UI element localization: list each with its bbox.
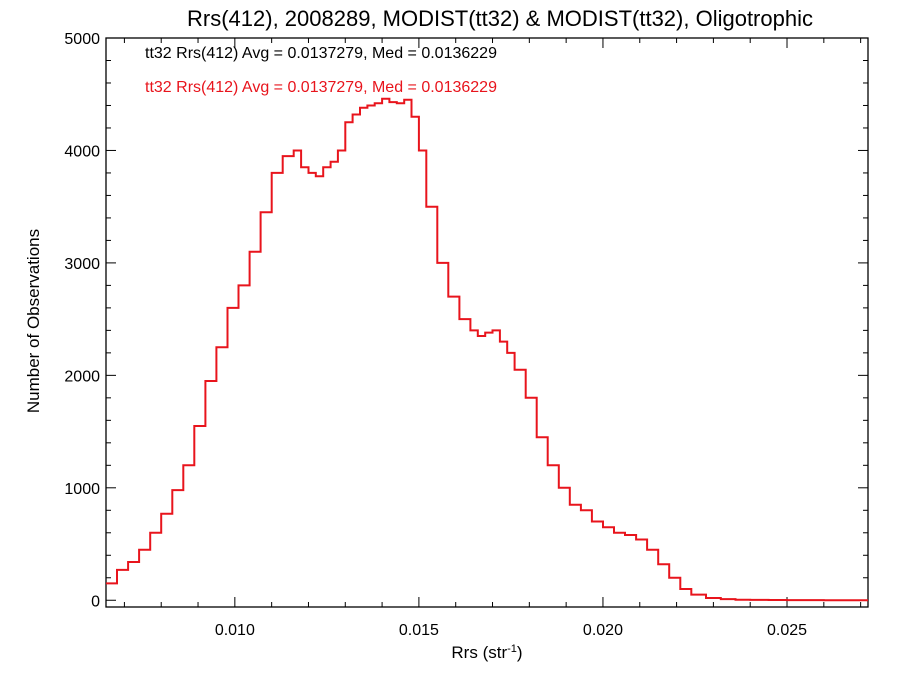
x-axis-label-main: Rrs (str [451, 643, 507, 662]
histogram-series-line [106, 97, 868, 602]
x-axis-label-close: ) [517, 643, 523, 662]
plot-frame [105, 37, 869, 608]
y-tick-label: 2000 [64, 368, 100, 385]
y-tick-label: 0 [91, 593, 100, 610]
stats-annotation-black: tt32 Rrs(412) Avg = 0.0137279, Med = 0.0… [145, 45, 497, 62]
x-tick-label: 0.015 [399, 622, 439, 639]
y-tick-label: 4000 [64, 143, 100, 160]
y-tick-label: 3000 [64, 256, 100, 273]
y-axis: 0 1000 2000 3000 4000 5000 [64, 31, 868, 610]
x-tick-label: 0.025 [767, 622, 807, 639]
y-tick-label: 1000 [64, 481, 100, 498]
chart-title: Rrs(412), 2008289, MODIST(tt32) & MODIST… [187, 6, 813, 31]
series-layer [106, 97, 868, 602]
x-axis-label: Rrs (str-1) [451, 643, 522, 662]
x-axis: 0.010 0.015 0.020 0.025 [123, 38, 862, 639]
y-tick-label: 5000 [64, 31, 100, 48]
y-axis-label: Number of Observations [24, 229, 43, 413]
x-axis-label-sup: -1 [507, 643, 517, 655]
stats-annotation-red: tt32 Rrs(412) Avg = 0.0137279, Med = 0.0… [145, 79, 497, 96]
x-tick-label: 0.010 [215, 622, 255, 639]
plot-border [105, 37, 869, 608]
x-tick-label: 0.020 [583, 622, 623, 639]
